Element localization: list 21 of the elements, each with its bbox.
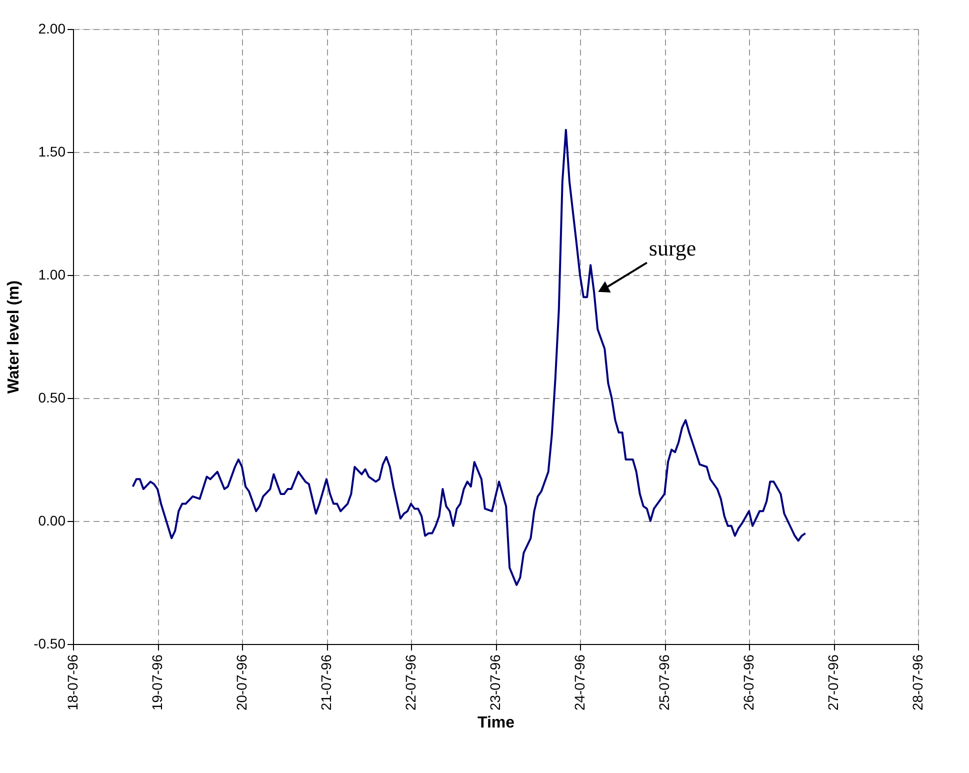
x-axis-title: Time [477, 714, 515, 732]
x-tick-label: 21-07-96 [318, 654, 334, 711]
x-tick-label: 22-07-96 [402, 654, 418, 711]
x-tick-label: 26-07-96 [740, 654, 756, 711]
x-tick-label: 25-07-96 [656, 654, 672, 711]
y-tick-label: -0.50 [34, 636, 66, 652]
x-tick-label: 18-07-96 [64, 654, 80, 711]
x-tick-label: 23-07-96 [487, 654, 503, 711]
line-series [132, 128, 806, 586]
y-tick-label: 0.00 [38, 512, 66, 528]
y-tick-label: 0.50 [38, 390, 66, 406]
y-tick-label: 2.00 [38, 20, 66, 36]
x-tick-label: 27-07-96 [825, 654, 841, 711]
x-tick-label: 20-07-96 [234, 654, 250, 711]
x-tick-label: 19-07-96 [149, 654, 165, 711]
x-tick-label: 24-07-96 [572, 654, 588, 711]
y-axis-title: Water level (m) [6, 280, 23, 394]
annotation: surge [648, 236, 696, 261]
x-tick-label: 28-07-96 [910, 654, 926, 711]
y-tick-label: 1.50 [38, 144, 66, 160]
y-tick-label: 1.00 [38, 266, 66, 282]
